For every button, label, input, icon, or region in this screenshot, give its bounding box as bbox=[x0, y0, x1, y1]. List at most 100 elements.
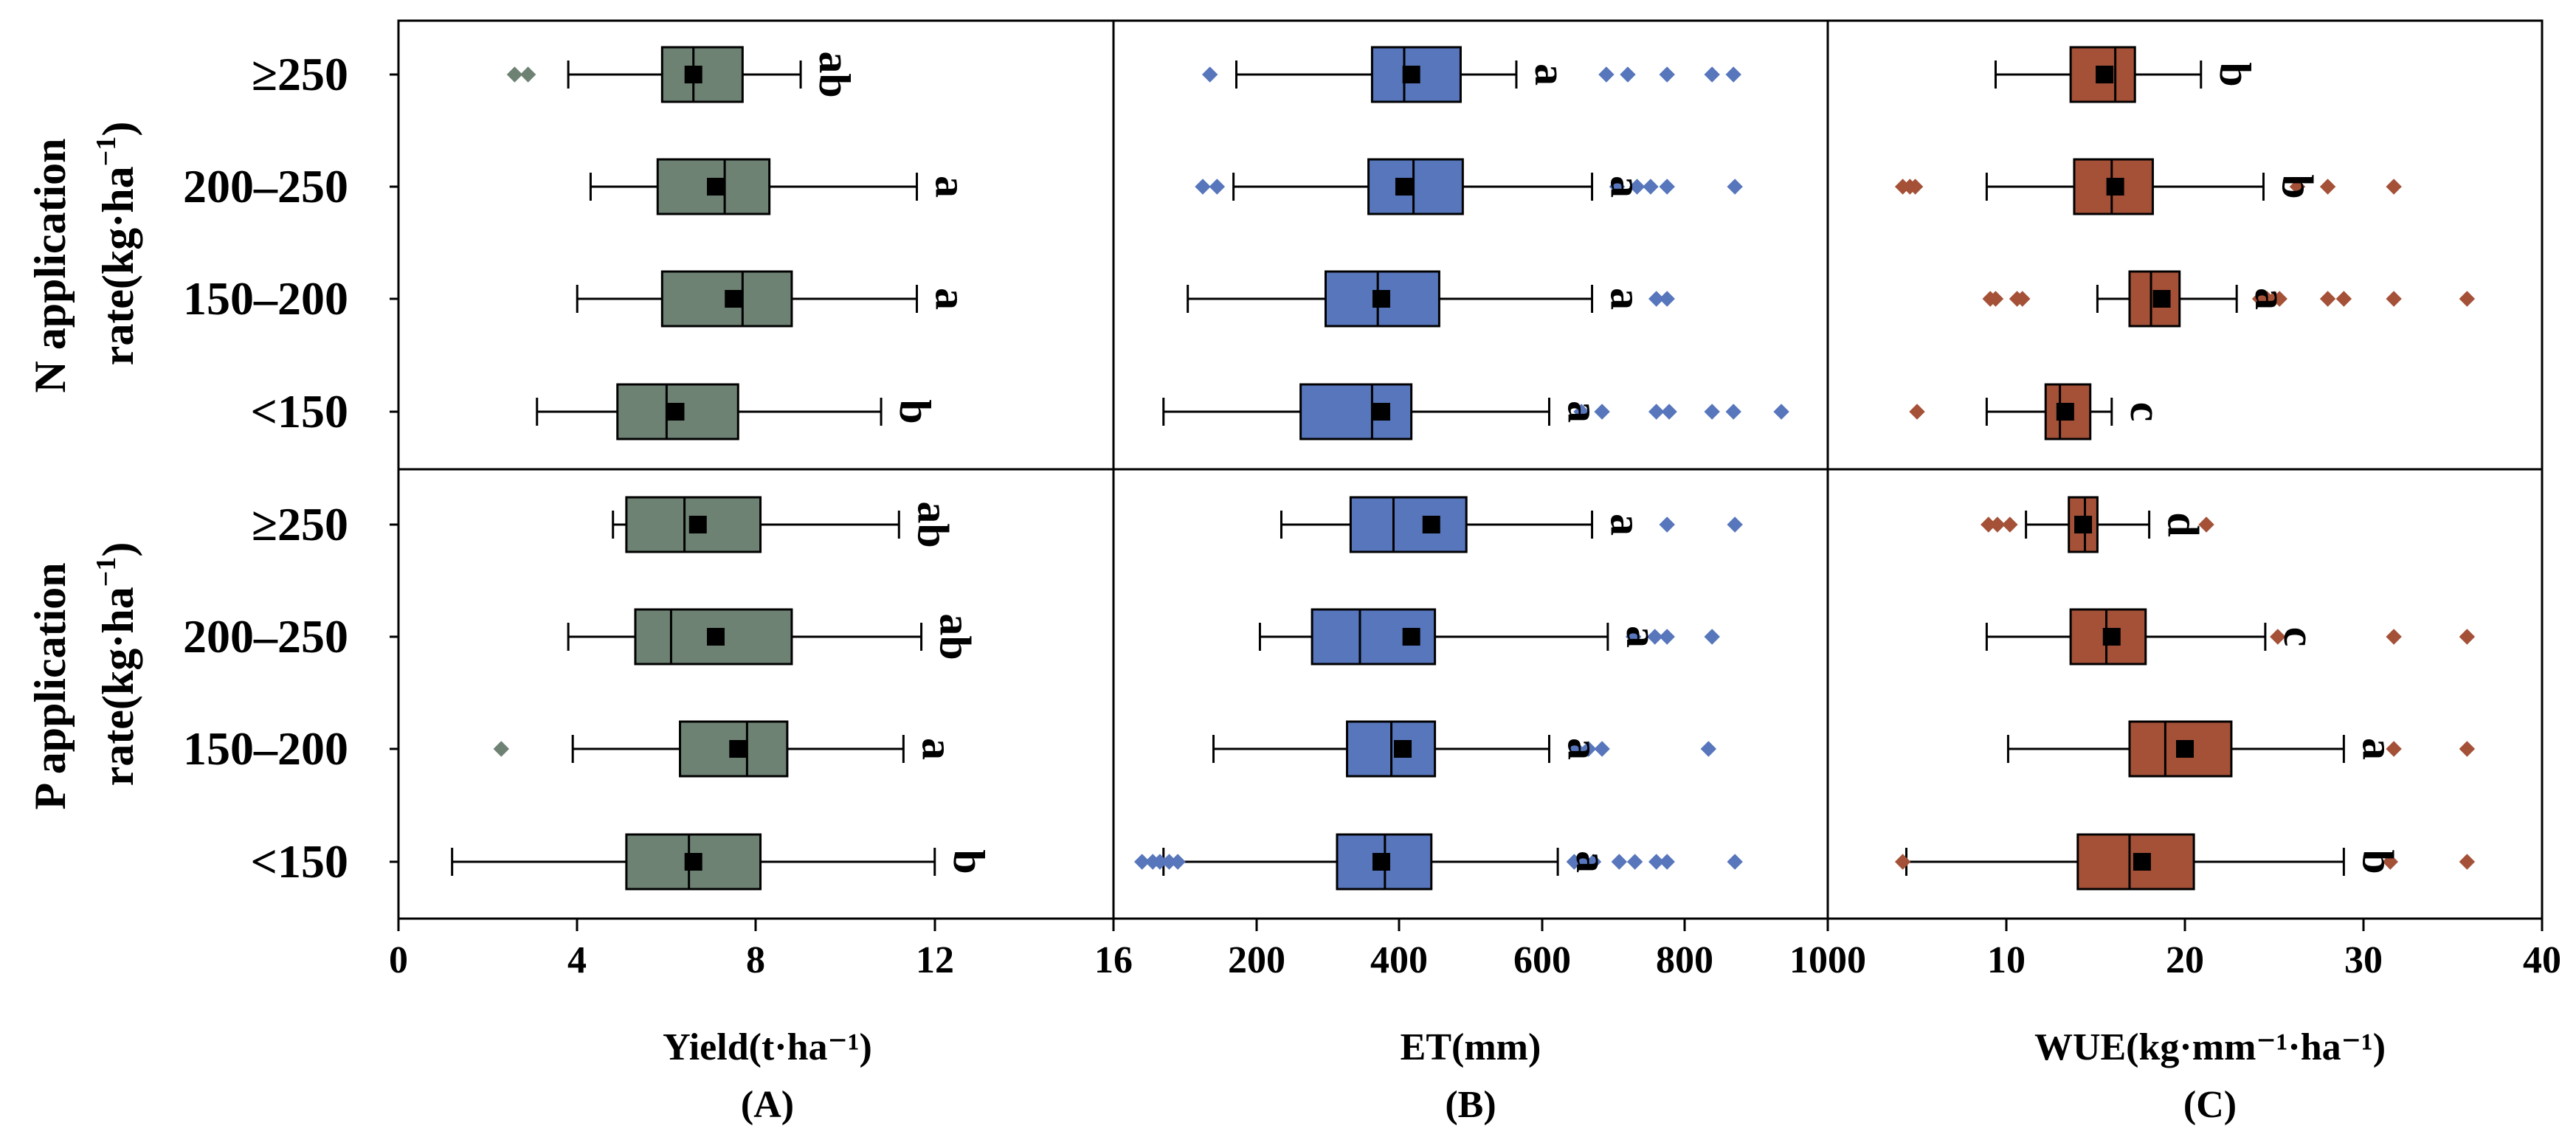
p3-box-3-letter: b bbox=[945, 849, 993, 874]
p1-box-0-flier-5 bbox=[1725, 66, 1741, 83]
p0-box-0-mean bbox=[684, 66, 702, 83]
p1-box-2-mean bbox=[1372, 290, 1390, 308]
p5-box-3-flier-2 bbox=[2459, 854, 2476, 870]
p2-box-1-flier-3 bbox=[2289, 179, 2306, 195]
p5-box-0-flier-2 bbox=[2002, 516, 2018, 533]
p4-box-3-flier-12 bbox=[1727, 854, 1743, 870]
p0-box-0-flier-0 bbox=[506, 66, 523, 83]
p2-box-3-letter: c bbox=[2121, 402, 2170, 422]
p2-box-0-letter: b bbox=[2211, 62, 2259, 86]
p1-box-0-flier-0 bbox=[1201, 66, 1218, 83]
p5-box-2-letter: a bbox=[2353, 738, 2402, 760]
p2-box-0-mean bbox=[2096, 66, 2114, 83]
p4-box-0-iqr bbox=[1349, 496, 1468, 553]
p5-box-3-mean bbox=[2133, 853, 2151, 871]
row-title-n-unit: rate(kg·ha−1) bbox=[91, 122, 142, 366]
p1-box-3-flier-5 bbox=[1725, 404, 1741, 420]
p2-box-3-flier-0 bbox=[1909, 404, 1925, 420]
p1-box-1-flier-0 bbox=[1195, 179, 1211, 195]
p2-box-1-letter: b bbox=[2273, 174, 2321, 198]
p2-box-2-letter: a bbox=[2246, 288, 2295, 310]
x-tick-10: 10 bbox=[1987, 939, 2026, 981]
y-label-n-1: 200–250 bbox=[183, 160, 348, 212]
p0-box-1-mean bbox=[706, 178, 725, 196]
p5-box-0-flier-3 bbox=[2198, 516, 2214, 533]
p5-box-3-letter: b bbox=[2353, 849, 2402, 874]
p2-box-1-flier-4 bbox=[2319, 179, 2336, 195]
p1-box-0-flier-1 bbox=[1598, 66, 1615, 83]
p5-box-1-flier-2 bbox=[2459, 629, 2476, 645]
x-tick-2: 8 bbox=[746, 939, 765, 981]
p0-box-3-mean bbox=[666, 403, 685, 421]
p1-box-2-letter: a bbox=[1602, 288, 1651, 310]
p5-box-1-flier-1 bbox=[2386, 629, 2402, 645]
p2-box-3-mean bbox=[2056, 403, 2074, 421]
p3-box-2-flier-0 bbox=[493, 741, 510, 757]
p1-box-3-flier-6 bbox=[1773, 404, 1789, 420]
p5-box-3-flier-0 bbox=[1894, 854, 1911, 870]
panel-frame bbox=[397, 19, 2544, 920]
x-tick-4: 16 bbox=[1094, 939, 1133, 981]
x-tick-0: 0 bbox=[389, 939, 408, 981]
p1-box-1-flier-3 bbox=[1629, 179, 1646, 195]
row-title-p: P application bbox=[26, 562, 75, 809]
p0-box-0-letter: ab bbox=[810, 51, 859, 97]
x-title-yield: Yield(t·ha⁻¹) bbox=[663, 1026, 872, 1068]
p5-box-2-mean bbox=[2176, 740, 2194, 758]
row-title-n-line1: N application bbox=[26, 138, 75, 393]
y-label-p-1: 200–250 bbox=[183, 610, 348, 663]
p0-box-1-letter: a bbox=[927, 176, 976, 198]
row-title-p-unit-sup: −1 bbox=[91, 557, 122, 587]
p4-box-3-flier-5 bbox=[1566, 854, 1583, 870]
p1-box-0-letter: a bbox=[1526, 63, 1575, 86]
p2-box-2-flier-1 bbox=[1987, 291, 2004, 307]
p1-box-3-iqr bbox=[1299, 383, 1413, 440]
p4-box-3-mean bbox=[1372, 853, 1390, 871]
p2-box-2-flier-9 bbox=[2335, 291, 2352, 307]
row-title-n-unit-sup: −1 bbox=[91, 136, 122, 167]
row-title-p-unit: rate(kg·ha−1) bbox=[91, 542, 142, 787]
p1-box-3-flier-4 bbox=[1704, 404, 1720, 420]
y-label-n-2: 150–200 bbox=[183, 272, 348, 325]
p3-box-3-mean bbox=[684, 853, 702, 871]
p1-box-3-flier-2 bbox=[1648, 404, 1665, 420]
p1-box-0-flier-3 bbox=[1659, 66, 1675, 83]
p2-box-2-flier-11 bbox=[2459, 291, 2476, 307]
p3-box-1-letter: ab bbox=[931, 613, 980, 660]
p4-box-2-letter: a bbox=[1558, 738, 1607, 760]
p4-box-1-flier-2 bbox=[1659, 629, 1675, 645]
p4-box-2-flier-1 bbox=[1581, 741, 1597, 757]
x-tick-12: 30 bbox=[2344, 939, 2383, 981]
p4-box-3-flier-8 bbox=[1611, 854, 1628, 870]
y-label-p-0: ≥250 bbox=[252, 498, 348, 550]
p1-box-2-iqr bbox=[1324, 270, 1440, 328]
x-tick-1: 4 bbox=[567, 939, 587, 981]
p1-box-1-flier-2 bbox=[1609, 179, 1626, 195]
x-tick-9: 1000 bbox=[1789, 939, 1866, 981]
p0-box-3-letter: b bbox=[891, 399, 939, 424]
p1-box-2-flier-0 bbox=[1648, 291, 1665, 307]
p4-box-3-letter: a bbox=[1567, 851, 1616, 873]
p4-box-2-flier-0 bbox=[1568, 741, 1584, 757]
p0-box-1-iqr bbox=[656, 158, 771, 215]
p4-box-1-mean bbox=[1402, 628, 1420, 646]
x-tick-labels: 0 4 8 12 16 200 400 600 800 1000 10 20 3… bbox=[389, 939, 2561, 981]
p4-box-1-flier-0 bbox=[1625, 629, 1642, 645]
panel-tag-c: (C) bbox=[2183, 1084, 2237, 1126]
p3-box-1-mean bbox=[706, 628, 725, 646]
row-title-p-line1: P application bbox=[26, 562, 75, 809]
p5-box-0-flier-1 bbox=[1989, 516, 2006, 533]
p4-box-3-flier-0 bbox=[1134, 854, 1150, 870]
p3-box-0-letter: ab bbox=[908, 501, 957, 547]
p0-box-2-mean bbox=[725, 290, 743, 308]
x-tick-6: 400 bbox=[1370, 939, 1428, 981]
x-tick-13: 40 bbox=[2523, 939, 2561, 981]
p4-box-2-mean bbox=[1394, 740, 1412, 758]
p4-box-1-letter: a bbox=[1617, 626, 1666, 648]
p2-box-1-mean bbox=[2106, 178, 2124, 196]
p1-box-1-flier-1 bbox=[1209, 179, 1226, 195]
p5-box-2-flier-1 bbox=[2459, 741, 2476, 757]
p4-box-2-flier-3 bbox=[1700, 741, 1717, 757]
panel-tag-a: (A) bbox=[741, 1084, 794, 1126]
